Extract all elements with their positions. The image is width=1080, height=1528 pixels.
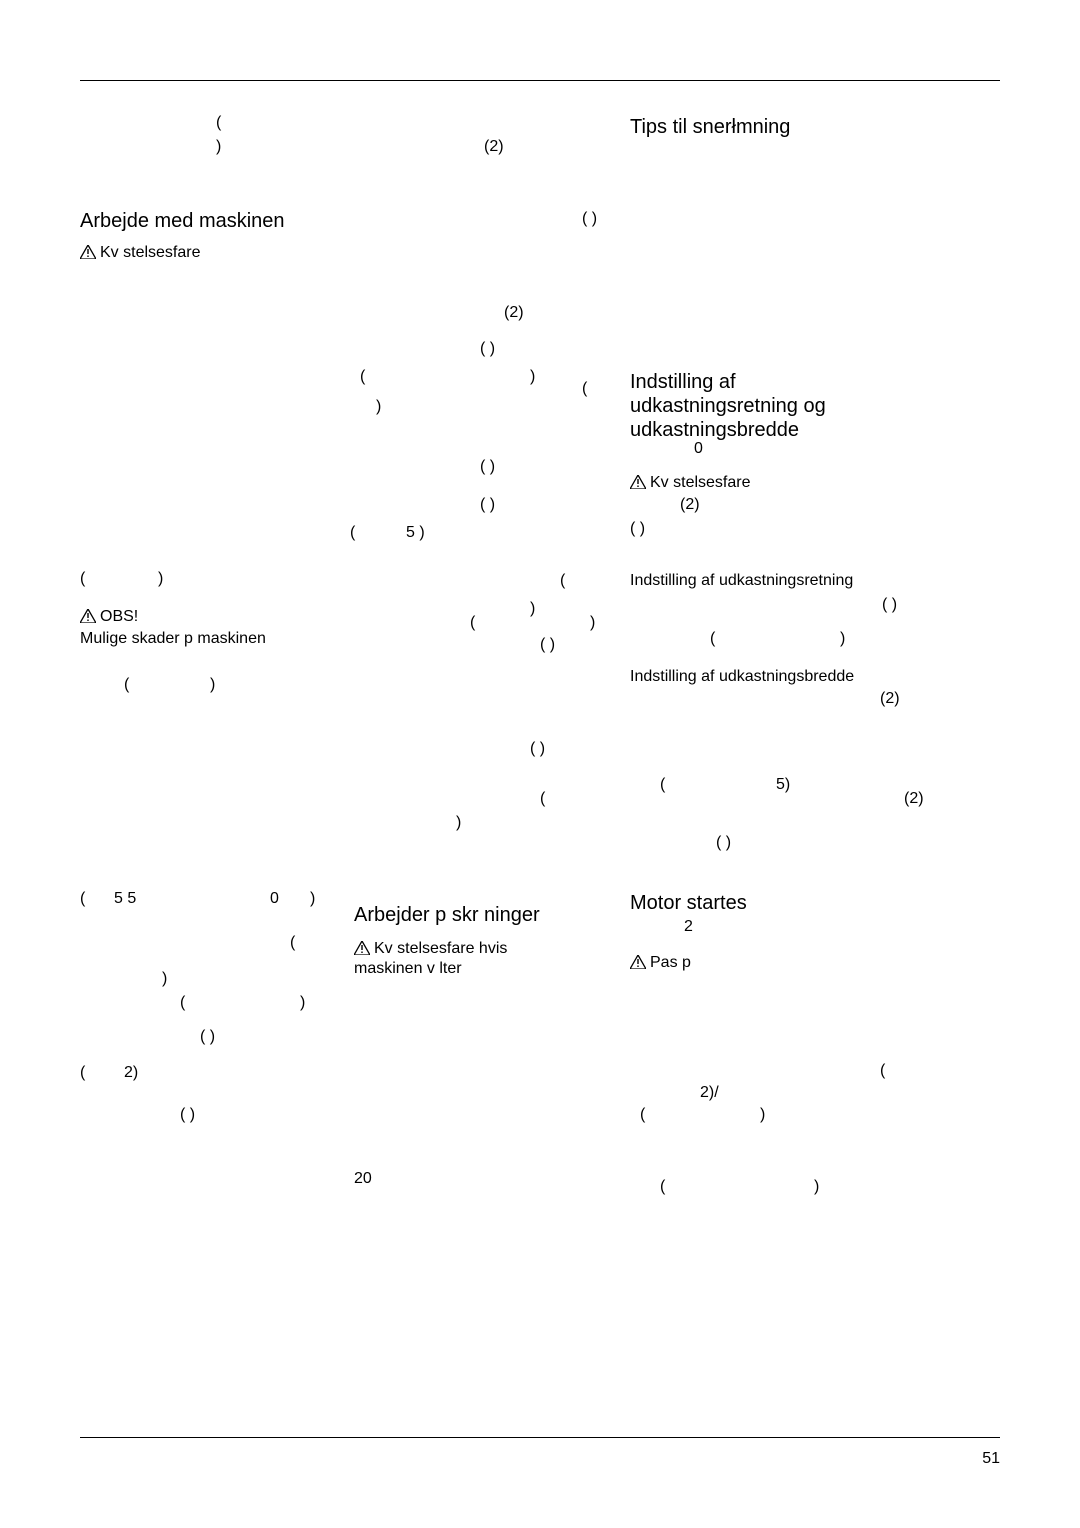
heading-arbejde: Arbejde med maskinen: [80, 210, 285, 233]
paren: (: [80, 890, 85, 908]
paren: (: [582, 380, 587, 398]
ref-2: (2): [880, 690, 900, 708]
warning-icon: [354, 941, 370, 955]
paren: (: [540, 790, 545, 808]
warn-kv2: Kv stelsesfare hvis: [354, 940, 507, 958]
paren: (: [80, 570, 85, 588]
num-5: 5): [776, 776, 790, 794]
paren: (: [360, 368, 365, 386]
num-2: 2): [124, 1064, 138, 1082]
num-5: 5 ): [406, 524, 425, 542]
paren: ): [216, 138, 221, 156]
paren: ): [814, 1178, 819, 1196]
num-2: 2: [684, 918, 693, 936]
paren: ( ): [480, 496, 495, 514]
ref-2slash: 2)/: [700, 1084, 719, 1102]
paren: (: [660, 1178, 665, 1196]
paren: (: [80, 1064, 85, 1082]
page-number: 51: [982, 1450, 1000, 1468]
heading-arbejder: Arbejder p skr ninger: [354, 904, 540, 927]
paren: ( ): [540, 636, 555, 654]
sub-bredde: Indstilling af udkastningsbredde: [630, 668, 854, 686]
paren: (: [560, 572, 565, 590]
heading-motor: Motor startes: [630, 892, 747, 915]
paren: ): [840, 630, 845, 648]
heading-tips: Tips til snerłmning: [630, 116, 790, 139]
warn-pas: Pas p: [630, 954, 691, 972]
warning-icon: [80, 609, 96, 623]
ref-2: (2): [484, 138, 504, 156]
paren: ( ): [630, 520, 645, 538]
paren: ): [310, 890, 315, 908]
paren: (: [710, 630, 715, 648]
kv3-label: Kv stelsesfare: [650, 474, 750, 491]
heading-indstilling: Indstilling af udkastningsretning og udk…: [630, 370, 890, 442]
paren: (: [290, 934, 295, 952]
paren: ( ): [716, 834, 731, 852]
kv2b-label: maskinen v lter: [354, 960, 462, 978]
warning-icon: [630, 475, 646, 489]
ref-2: (2): [904, 790, 924, 808]
paren: ): [530, 600, 535, 618]
paren: ): [376, 398, 381, 416]
paren: (: [660, 776, 665, 794]
bottom-rule: [80, 1437, 1000, 1438]
pas-label: Pas p: [650, 954, 691, 971]
ref-2: (2): [680, 496, 700, 514]
warn-kv: Kv stelsesfare: [80, 244, 200, 262]
num-55: 5 5: [114, 890, 136, 908]
kv2a-label: Kv stelsesfare hvis: [374, 940, 507, 957]
paren: ( ): [882, 596, 897, 614]
paren: (: [470, 614, 475, 632]
num-20: 20: [354, 1170, 372, 1188]
warn-kv3: Kv stelsesfare: [630, 474, 750, 492]
paren: (: [124, 676, 129, 694]
warning-icon: [630, 955, 646, 969]
paren: ): [300, 994, 305, 1012]
paren: ( ): [200, 1028, 215, 1046]
ref-2: (2): [504, 304, 524, 322]
top-rule: [80, 80, 1000, 81]
warn-obs: OBS!: [80, 608, 138, 626]
paren: (: [350, 524, 355, 542]
warning-icon: [80, 245, 96, 259]
mulige-label: Mulige skader p maskinen: [80, 630, 266, 648]
warn-kv-label: Kv stelsesfare: [100, 244, 200, 261]
paren: ( ): [480, 340, 495, 358]
paren: ): [530, 368, 535, 386]
paren: ): [590, 614, 595, 632]
paren: (: [180, 994, 185, 1012]
page-content: ( ) Arbejde med maskinen Kv stelsesfare …: [80, 80, 1000, 1468]
paren: ): [760, 1106, 765, 1124]
paren: ( ): [530, 740, 545, 758]
paren: ): [456, 814, 461, 832]
num-0: 0: [270, 890, 279, 908]
paren: (: [640, 1106, 645, 1124]
paren: ( ): [582, 210, 597, 228]
sub-retning: Indstilling af udkastningsretning: [630, 572, 853, 590]
num-0: 0: [694, 440, 703, 458]
paren: ( ): [480, 458, 495, 476]
paren: (: [216, 114, 221, 132]
paren: ): [210, 676, 215, 694]
paren: (: [880, 1062, 885, 1080]
paren: ): [162, 970, 167, 988]
obs-label: OBS!: [100, 608, 138, 625]
paren: ): [158, 570, 163, 588]
paren: ( ): [180, 1106, 195, 1124]
